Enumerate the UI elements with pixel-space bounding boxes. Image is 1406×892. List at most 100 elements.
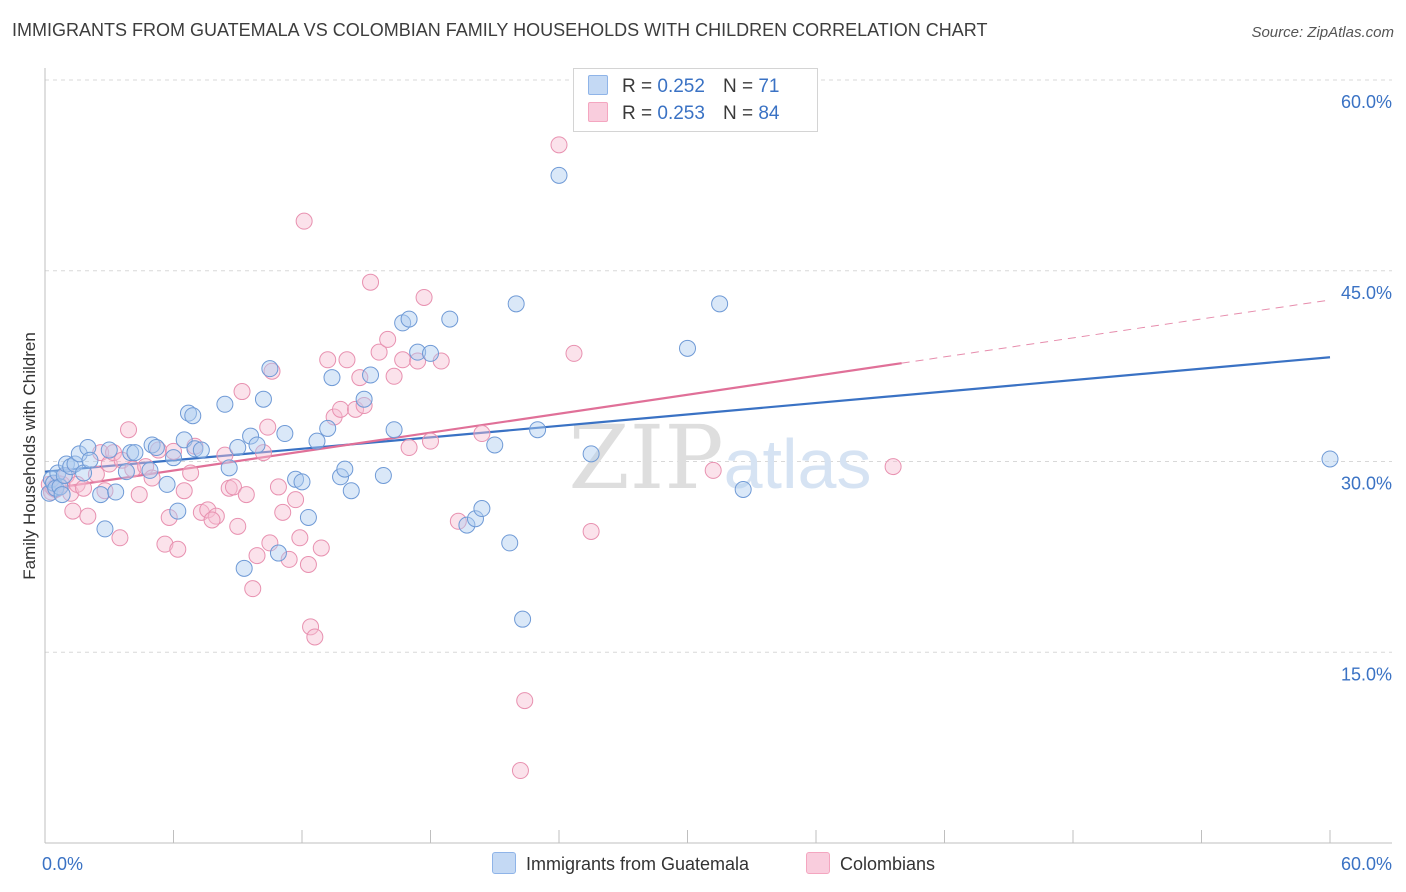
point-colombians [182, 464, 200, 482]
point-colombians [302, 618, 320, 636]
watermark-atlas: atlas [724, 425, 872, 503]
trend-line-colombians [44, 299, 1331, 491]
x-tick-label: 0.0% [42, 854, 83, 874]
legend-r-guatemala: 0.252 [657, 76, 705, 97]
point-guatemala [276, 425, 294, 443]
point-guatemala [216, 395, 234, 413]
point-guatemala [711, 295, 729, 313]
point-guatemala [122, 444, 140, 462]
point-colombians [400, 439, 418, 457]
point-colombians [370, 343, 388, 361]
point-guatemala [141, 461, 159, 479]
point-guatemala [501, 534, 519, 552]
point-guatemala [235, 559, 253, 577]
chart-title: IMMIGRANTS FROM GUATEMALA VS COLOMBIAN F… [12, 20, 988, 40]
x-tick-label: 60.0% [1341, 854, 1392, 874]
point-colombians [199, 501, 217, 519]
point-colombians [704, 461, 722, 479]
y-tick-label: 30.0% [1341, 474, 1392, 494]
point-colombians [287, 491, 305, 509]
point-colombians [312, 539, 330, 557]
point-colombians [280, 550, 298, 568]
point-guatemala [81, 451, 99, 469]
point-guatemala [507, 295, 525, 313]
point-guatemala [242, 427, 260, 445]
y-axis-label: Family Households with Children [20, 332, 39, 580]
point-colombians [175, 482, 193, 500]
point-guatemala [319, 419, 337, 437]
point-guatemala [679, 339, 696, 357]
point-guatemala [192, 441, 210, 459]
point-guatemala [336, 460, 354, 478]
point-colombians [111, 529, 129, 547]
point-colombians [269, 478, 287, 496]
point-colombians [263, 362, 281, 380]
point-colombians [355, 397, 373, 415]
point-colombians [385, 367, 403, 385]
bottom-legend-label-colombians: Colombians [840, 854, 936, 874]
point-guatemala [422, 344, 439, 362]
bottom-legend-label-guatemala: Immigrants from Guatemala [526, 854, 750, 874]
point-guatemala [261, 360, 279, 378]
bottom-legend-colombians: Colombians [806, 852, 935, 876]
point-colombians [62, 484, 80, 502]
point-guatemala [1321, 450, 1339, 468]
point-guatemala [186, 440, 204, 458]
point-colombians [274, 503, 292, 521]
point-guatemala [473, 500, 491, 518]
point-colombians [415, 288, 433, 306]
point-guatemala [169, 502, 187, 520]
point-colombians [473, 425, 491, 443]
point-colombians [394, 351, 412, 369]
point-colombians [362, 273, 380, 291]
point-colombians [160, 508, 178, 526]
point-guatemala [409, 343, 427, 361]
point-guatemala [400, 310, 418, 328]
axes [44, 68, 1392, 844]
point-colombians [338, 351, 356, 369]
y-tick-label: 15.0% [1341, 664, 1392, 684]
point-guatemala [308, 432, 326, 450]
point-guatemala [96, 520, 114, 538]
point-guatemala [53, 486, 71, 504]
trend-line-colombians-extension [901, 299, 1331, 364]
point-guatemala [107, 483, 125, 501]
point-guatemala [342, 482, 360, 500]
point-guatemala [147, 439, 165, 457]
point-colombians [216, 446, 234, 464]
point-guatemala [486, 436, 504, 454]
legend-row-colombians: R = 0.253 N = 84 [588, 102, 779, 126]
point-colombians [203, 511, 221, 529]
points-colombians [40, 136, 902, 780]
point-colombians [409, 352, 427, 370]
point-colombians [248, 547, 266, 565]
point-colombians [449, 512, 467, 530]
point-colombians [295, 212, 313, 230]
point-colombians [291, 529, 309, 547]
legend-n-guatemala: 71 [758, 76, 780, 97]
point-guatemala [441, 310, 459, 328]
point-guatemala [248, 436, 266, 454]
points-guatemala [40, 166, 1339, 628]
point-colombians [229, 517, 247, 535]
point-guatemala [70, 445, 88, 463]
point-colombians [379, 330, 397, 348]
point-colombians [79, 507, 97, 525]
legend-n-prefix: N = [722, 103, 754, 124]
point-guatemala [374, 466, 392, 484]
point-colombians [120, 421, 138, 439]
point-colombians [64, 502, 82, 520]
point-guatemala [529, 421, 547, 439]
point-colombians [237, 486, 255, 504]
point-colombians [306, 628, 324, 646]
point-colombians [351, 369, 369, 387]
legend-n-prefix: N = [722, 76, 754, 97]
bottom-swatch-guatemala [492, 852, 516, 874]
point-colombians [422, 432, 439, 450]
legend-r-prefix: R = [622, 76, 653, 97]
point-guatemala [293, 473, 311, 491]
point-guatemala [229, 439, 247, 457]
point-guatemala [514, 610, 532, 628]
trend-line-colombians [44, 362, 902, 491]
